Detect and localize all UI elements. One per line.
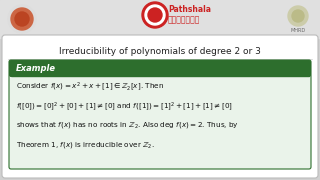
Text: $f([0]) = [0]^2 + [0] + [1] \neq [0]$ and $f([1]) = [1]^2 + [1] + [1] \neq [0]$: $f([0]) = [0]^2 + [0] + [1] \neq [0]$ an… xyxy=(16,100,233,113)
FancyBboxPatch shape xyxy=(9,60,311,77)
Text: shows that $f(x)$ has no roots in $\mathbb{Z}_2$. Also deg $f(x) = 2$. Thus, by: shows that $f(x)$ has no roots in $\math… xyxy=(16,120,239,130)
Text: पाठशाला: पाठशाला xyxy=(168,15,200,24)
Circle shape xyxy=(145,5,165,25)
FancyBboxPatch shape xyxy=(9,60,311,169)
Text: Pathshala: Pathshala xyxy=(168,6,211,15)
Circle shape xyxy=(148,8,162,22)
Bar xyxy=(0,0,320,38)
Text: Irreducibility of polynomials of degree 2 or 3: Irreducibility of polynomials of degree … xyxy=(59,48,261,57)
Text: Theorem 1, $f(x)$ is irreducible over $\mathbb{Z}_2$.: Theorem 1, $f(x)$ is irreducible over $\… xyxy=(16,140,155,150)
Text: MHRD: MHRD xyxy=(291,28,306,33)
Circle shape xyxy=(8,5,36,33)
FancyBboxPatch shape xyxy=(2,35,318,178)
Circle shape xyxy=(15,12,29,26)
Circle shape xyxy=(292,10,304,22)
Circle shape xyxy=(142,2,168,28)
Circle shape xyxy=(11,8,33,30)
Text: Example: Example xyxy=(16,64,56,73)
Bar xyxy=(11,69,309,76)
Circle shape xyxy=(288,6,308,26)
Text: Consider $f(x) = x^2 + x + [1] \in \mathbb{Z}_2[x]$. Then: Consider $f(x) = x^2 + x + [1] \in \math… xyxy=(16,80,164,93)
